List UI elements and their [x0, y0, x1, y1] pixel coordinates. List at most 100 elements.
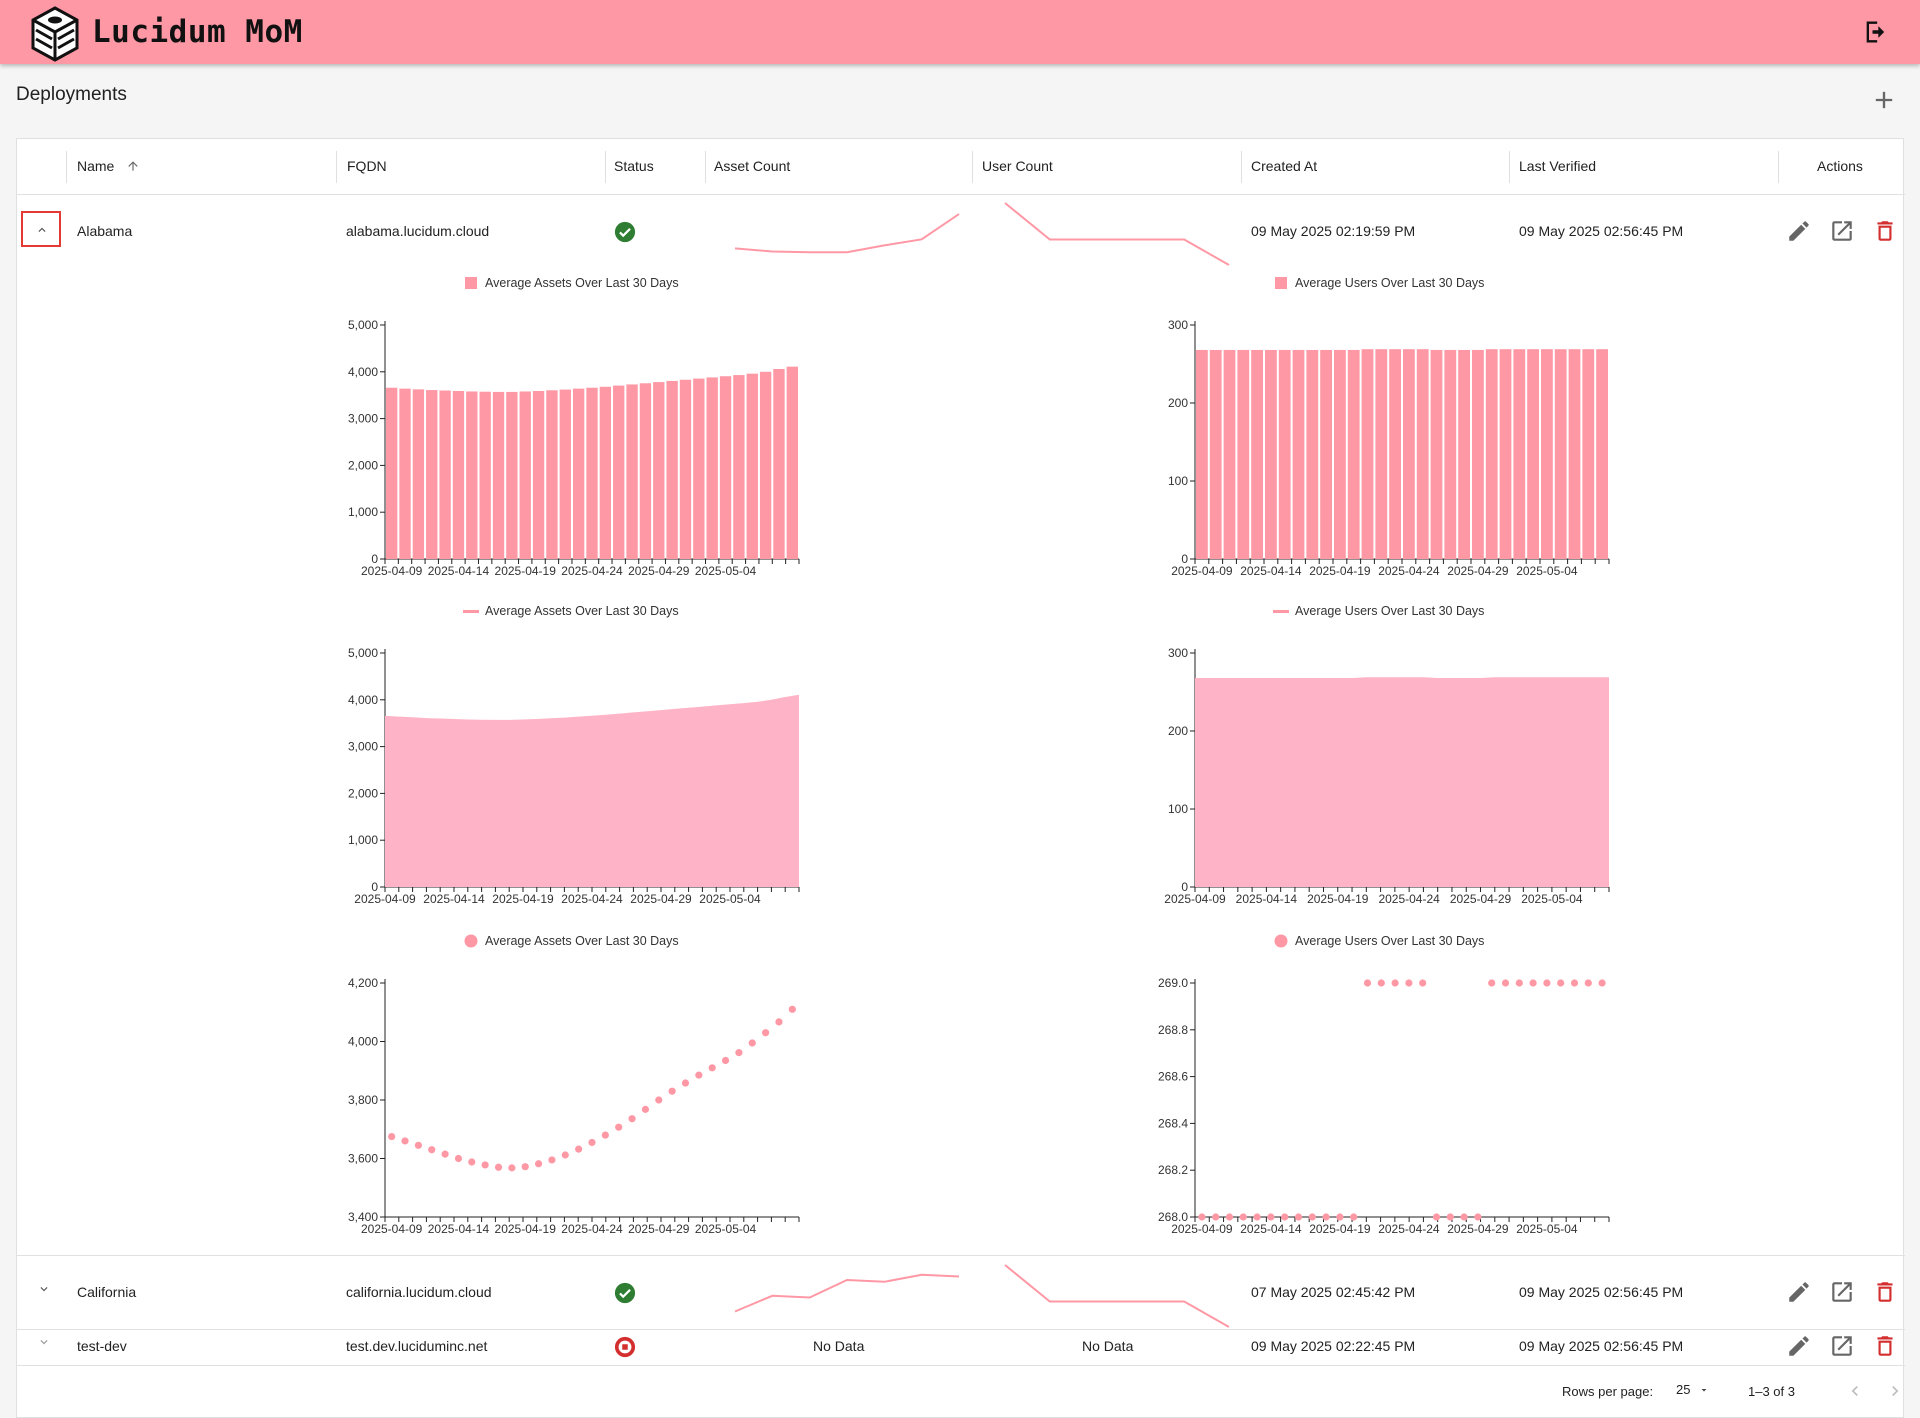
chart-bar	[653, 382, 665, 559]
deployment-name: Alabama	[77, 223, 133, 239]
asset-count-sparkline	[734, 213, 960, 254]
asset-count-value: No Data	[813, 1338, 865, 1354]
chart-bar	[1499, 349, 1512, 559]
y-tick-label: 0	[1181, 880, 1188, 894]
previous-page-button[interactable]	[1845, 1381, 1865, 1401]
chart-bar	[586, 387, 598, 559]
y-tick-label: 268.6	[1158, 1070, 1188, 1084]
chart-bar	[1375, 349, 1388, 559]
x-tick-label: 2025-04-14	[1240, 564, 1302, 577]
column-header-name[interactable]: Name	[77, 158, 140, 174]
x-tick-label: 2025-04-29	[630, 892, 692, 905]
x-tick-label: 2025-04-24	[561, 564, 623, 577]
chart-point	[468, 1158, 476, 1166]
rows-per-page-label: Rows per page:	[1562, 1384, 1654, 1399]
chart-point	[615, 1123, 623, 1131]
chart-point	[1336, 1213, 1344, 1221]
chart-bar	[1320, 349, 1332, 559]
x-tick-label: 2025-04-14	[1236, 892, 1298, 905]
column-header-created-at[interactable]: Created At	[1251, 158, 1318, 174]
chart-legend: Average Assets Over Last 30 Days	[465, 276, 679, 290]
sparkline-series	[1004, 1264, 1230, 1328]
assets-bar-chart: Average Assets Over Last 30 Days 0 1,000 2,…	[348, 276, 800, 577]
chart-point	[1557, 979, 1565, 987]
x-tick-label: 2025-04-09	[354, 892, 416, 905]
chart-point	[1198, 1213, 1206, 1221]
chart-point	[508, 1164, 516, 1172]
y-tick-label: 4,200	[348, 976, 378, 990]
add-deployment-button[interactable]	[1870, 86, 1898, 114]
chart-bar	[559, 389, 571, 559]
pencil-icon[interactable]	[1786, 218, 1812, 244]
chart-bar	[412, 389, 425, 559]
chart-bar	[1403, 349, 1415, 559]
trash-icon[interactable]	[1872, 218, 1898, 244]
chart-point	[1212, 1213, 1220, 1221]
chart-point	[1474, 1213, 1482, 1221]
last-verified: 09 May 2025 02:56:45 PM	[1519, 1338, 1684, 1354]
user-count-sparkline	[1004, 202, 1230, 266]
chart-point	[1350, 1213, 1358, 1221]
chart-point	[655, 1096, 663, 1104]
legend-swatch	[1275, 277, 1287, 289]
chart-area	[1195, 677, 1609, 887]
column-header-user-count[interactable]: User Count	[982, 158, 1053, 174]
open-in-new-icon[interactable]	[1829, 1333, 1855, 1359]
pencil-icon[interactable]	[1786, 1333, 1812, 1359]
y-tick-label: 3,800	[348, 1093, 378, 1107]
chart-point	[1446, 1213, 1454, 1221]
chart-point	[1488, 979, 1496, 987]
next-page-button[interactable]	[1885, 1381, 1905, 1401]
expand-row-button[interactable]	[25, 1325, 65, 1361]
chart-bar	[1347, 349, 1360, 559]
column-header-asset-count[interactable]: Asset Count	[714, 158, 791, 174]
expand-row-button[interactable]	[21, 211, 61, 247]
chart-bar	[1237, 349, 1250, 559]
legend-swatch	[463, 610, 479, 613]
deployment-fqdn: california.lucidum.cloud	[346, 1284, 492, 1300]
chart-bar	[1292, 349, 1305, 559]
column-header-last-verified[interactable]: Last Verified	[1519, 158, 1597, 174]
chart-point	[1253, 1213, 1261, 1221]
expand-row-button[interactable]	[25, 1272, 65, 1308]
x-tick-label: 2025-04-29	[628, 1222, 690, 1235]
deployment-fqdn: test.dev.luciduminc.net	[346, 1338, 488, 1354]
chart-bar	[506, 391, 518, 559]
chart-point	[668, 1087, 676, 1095]
chart-point	[1225, 1213, 1234, 1221]
chart-point	[575, 1145, 583, 1153]
chart-legend: Average Users Over Last 30 Days	[1273, 604, 1484, 618]
y-tick-label: 2,000	[348, 458, 378, 472]
trash-icon[interactable]	[1872, 1333, 1898, 1359]
x-tick-label: 2025-04-19	[1309, 564, 1371, 577]
rows-per-page-select[interactable]: 25	[1676, 1382, 1710, 1397]
page-title: Deployments	[16, 84, 127, 105]
x-tick-label: 2025-04-09	[1164, 892, 1226, 905]
check-circle-icon	[614, 1282, 636, 1304]
open-in-new-icon[interactable]	[1829, 218, 1855, 244]
y-tick-label: 3,000	[348, 412, 378, 426]
open-in-new-icon[interactable]	[1829, 1279, 1855, 1305]
chart-bar	[452, 390, 465, 559]
sparkline-series	[734, 213, 960, 254]
chart-bar	[1361, 349, 1374, 559]
check-circle-icon	[614, 221, 636, 243]
column-header-status[interactable]: Status	[614, 158, 654, 174]
logout-icon[interactable]	[1862, 18, 1890, 46]
legend-swatch	[464, 934, 478, 948]
chart-bar	[639, 383, 652, 559]
chart-point	[748, 1039, 756, 1047]
trash-icon[interactable]	[1872, 1279, 1898, 1305]
chart-bar	[399, 388, 411, 559]
y-tick-label: 5,000	[348, 646, 378, 660]
y-tick-label: 4,000	[348, 1035, 378, 1049]
column-header-fqdn[interactable]: FQDN	[347, 158, 387, 174]
x-tick-label: 2025-04-24	[1378, 1222, 1440, 1235]
y-tick-label: 2,000	[348, 786, 378, 800]
chart-point	[521, 1163, 529, 1171]
chart-point	[1529, 979, 1537, 987]
y-tick-label: 268.2	[1158, 1163, 1188, 1177]
chart-legend: Average Assets Over Last 30 Days	[463, 604, 679, 618]
x-tick-label: 2025-04-09	[361, 564, 423, 577]
pencil-icon[interactable]	[1786, 1279, 1812, 1305]
